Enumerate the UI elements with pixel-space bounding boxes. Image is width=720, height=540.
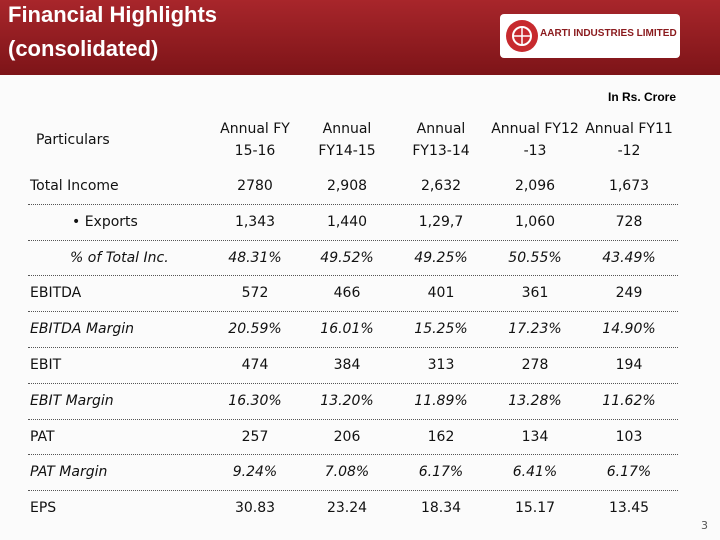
row-label: EBITDA Margin xyxy=(30,321,135,338)
row-separator xyxy=(28,311,678,313)
data-cell: 6.17% xyxy=(606,464,652,481)
row-separator xyxy=(28,490,678,492)
data-cell: 313 xyxy=(427,356,455,373)
data-cell: 1,29,7 xyxy=(418,213,464,230)
data-cell: 361 xyxy=(521,285,549,302)
data-cell: 474 xyxy=(241,356,269,373)
data-cell: 18.34 xyxy=(420,500,462,517)
header-cell: -12 xyxy=(617,143,641,159)
data-cell: 17.23% xyxy=(508,321,562,338)
data-cell: 30.83 xyxy=(234,500,276,517)
data-cell: 48.31% xyxy=(228,249,282,266)
data-cell: 162 xyxy=(427,428,455,445)
row-label: EBIT Margin xyxy=(30,392,114,409)
data-cell: 16.30% xyxy=(228,392,282,409)
data-cell: 20.59% xyxy=(228,321,282,338)
row-separator xyxy=(28,454,678,456)
data-cell: 572 xyxy=(241,285,269,302)
data-cell: 2,908 xyxy=(326,177,368,194)
logo-box xyxy=(500,14,680,58)
header-cell: FY13-14 xyxy=(412,143,470,159)
data-cell: 2780 xyxy=(237,177,273,194)
data-cell: 206 xyxy=(333,428,361,445)
data-cell: 1,440 xyxy=(326,213,368,230)
data-cell: 13.20% xyxy=(320,392,374,409)
row-separator xyxy=(28,347,678,348)
row-label: EBIT xyxy=(30,356,62,373)
row-label: Total Income xyxy=(30,177,119,194)
data-cell: 278 xyxy=(521,356,549,373)
data-cell: 50.55% xyxy=(508,249,562,266)
row-separator xyxy=(28,275,678,277)
row-label: EPS xyxy=(30,500,57,517)
data-cell: 6.41% xyxy=(512,464,558,481)
data-cell: 11.62% xyxy=(602,392,656,409)
data-cell: 43.49% xyxy=(602,249,656,266)
header-cell: Annual xyxy=(322,121,372,137)
header-cell: 15-16 xyxy=(234,143,276,159)
data-cell: 401 xyxy=(427,285,455,302)
row-label: • Exports xyxy=(72,213,138,230)
header-cell: FY14-15 xyxy=(318,143,376,159)
row-label: % of Total Inc. xyxy=(70,249,169,266)
header-cell: Annual FY12 xyxy=(491,121,579,137)
data-cell: 466 xyxy=(333,285,361,302)
header-cell: Annual FY11 xyxy=(585,121,673,137)
data-cell: 728 xyxy=(615,213,643,230)
row-separator xyxy=(28,239,678,241)
data-cell: 384 xyxy=(333,356,361,373)
page-number: 3 xyxy=(701,519,708,532)
data-cell: 6.17% xyxy=(418,464,464,481)
data-cell: 1,673 xyxy=(608,177,650,194)
data-cell: 194 xyxy=(615,356,643,373)
data-cell: 2,096 xyxy=(514,177,556,194)
logo-icon xyxy=(506,20,538,52)
data-cell: 15.25% xyxy=(414,321,468,338)
data-cell: 2,632 xyxy=(420,177,462,194)
row-separator xyxy=(28,203,678,205)
data-cell: 134 xyxy=(521,428,549,445)
data-cell: 49.25% xyxy=(414,249,468,266)
data-cell: 249 xyxy=(615,285,643,302)
row-separator xyxy=(28,418,678,420)
data-cell: 14.90% xyxy=(602,321,656,338)
data-cell: 103 xyxy=(615,428,643,445)
row-separator xyxy=(28,382,678,384)
data-cell: 16.01% xyxy=(320,321,374,338)
data-cell: 1,060 xyxy=(514,213,556,230)
unit-note: In Rs. Crore xyxy=(607,90,676,104)
header-cell: Particulars xyxy=(36,132,110,148)
row-label: PAT Margin xyxy=(30,464,108,481)
header-cell: Annual xyxy=(416,121,466,137)
header-cell: Annual FY xyxy=(220,121,290,137)
data-cell: 13.28% xyxy=(508,392,562,409)
data-cell: 49.52% xyxy=(320,249,374,266)
row-label: EBITDA xyxy=(30,285,82,302)
row-label: PAT xyxy=(30,428,55,445)
data-cell: 1,343 xyxy=(234,213,276,230)
logo-text: AARTI INDUSTRIES LIMITED xyxy=(540,28,677,39)
header-cell: -13 xyxy=(523,143,547,159)
data-cell: 23.24 xyxy=(326,500,368,517)
data-cell: 15.17 xyxy=(514,500,556,517)
data-cell: 13.45 xyxy=(608,500,650,517)
data-cell: 257 xyxy=(241,428,269,445)
data-cell: 11.89% xyxy=(414,392,468,409)
data-cell: 9.24% xyxy=(232,464,278,481)
title-line: Financial Highlights xyxy=(8,2,218,27)
data-cell: 7.08% xyxy=(324,464,370,481)
title-line: (consolidated) xyxy=(8,36,159,61)
